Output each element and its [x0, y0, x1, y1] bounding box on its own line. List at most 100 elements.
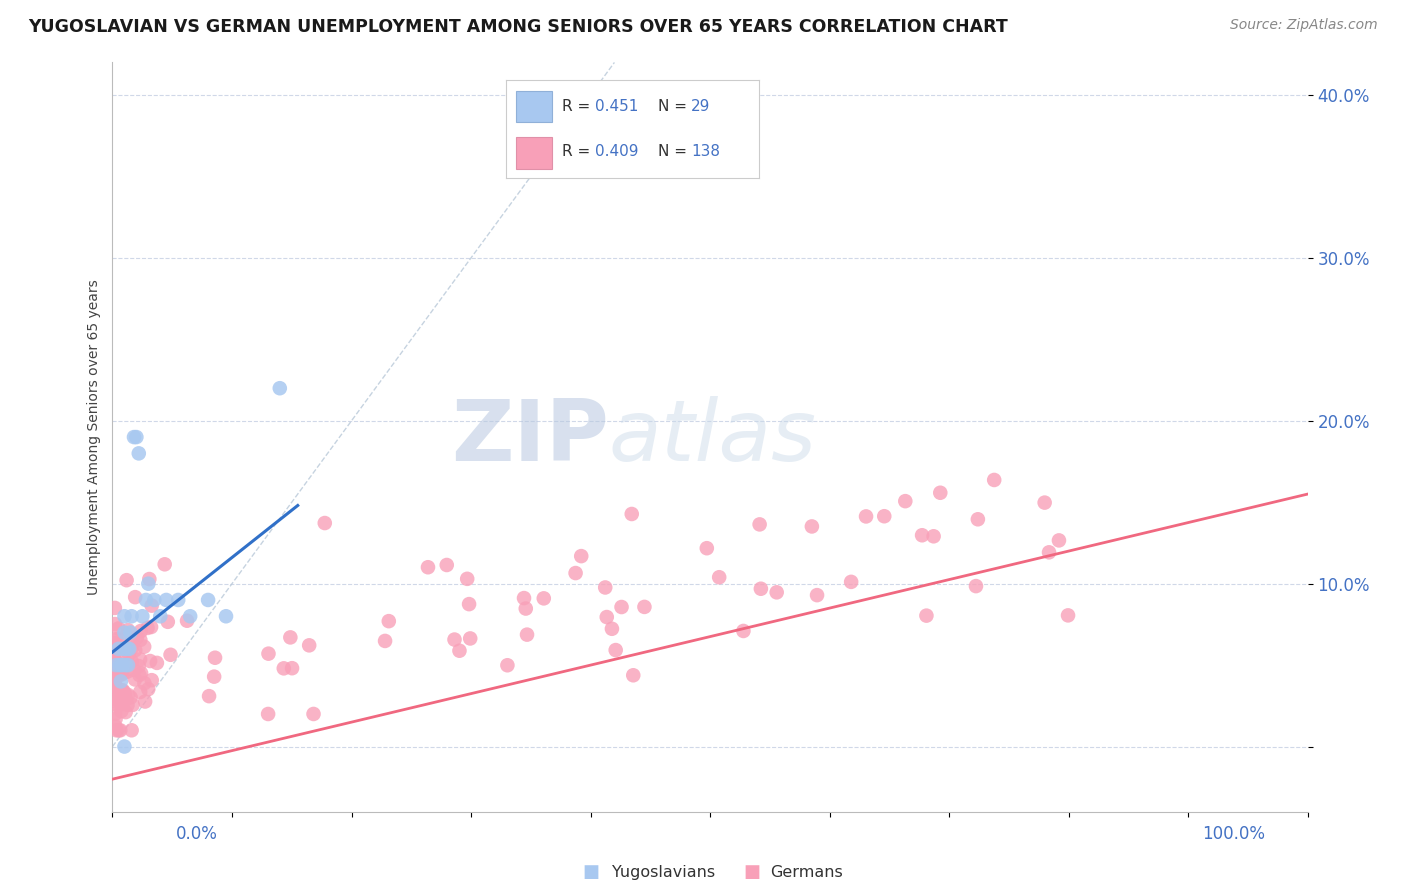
Point	[533, 591, 555, 606]
Point	[117, 665, 139, 679]
Point	[449, 644, 471, 658]
Point	[104, 660, 127, 674]
Text: R =: R =	[562, 99, 595, 114]
Point	[110, 683, 132, 698]
Point	[915, 608, 938, 623]
Point	[120, 625, 142, 640]
Text: atlas: atlas	[609, 395, 817, 479]
Point	[748, 517, 770, 532]
Point	[929, 485, 952, 500]
Point	[125, 631, 148, 645]
Point	[983, 473, 1005, 487]
Text: ■: ■	[744, 863, 761, 881]
Point	[257, 647, 280, 661]
Point	[104, 617, 127, 632]
Point	[124, 590, 146, 604]
Point	[120, 690, 142, 705]
Y-axis label: Unemployment Among Seniors over 65 years: Unemployment Among Seniors over 65 years	[87, 279, 101, 595]
Point	[105, 632, 128, 646]
Point	[749, 582, 772, 596]
Point	[108, 632, 131, 646]
Point	[121, 698, 143, 712]
Point	[138, 572, 160, 586]
Text: Source: ZipAtlas.com: Source: ZipAtlas.com	[1230, 18, 1378, 32]
Text: N =: N =	[658, 145, 692, 160]
Point	[1033, 495, 1056, 509]
Point	[104, 681, 127, 696]
Text: ■: ■	[582, 863, 599, 881]
Point	[153, 558, 176, 572]
Point	[107, 622, 129, 636]
Point	[633, 599, 655, 614]
Point	[800, 519, 823, 533]
Point	[1047, 533, 1070, 548]
Point	[105, 669, 128, 683]
Point	[129, 632, 152, 647]
Point	[124, 673, 146, 687]
Text: 138: 138	[690, 145, 720, 160]
Point	[139, 620, 162, 634]
Point	[134, 694, 156, 708]
Point	[112, 641, 135, 656]
Point	[1057, 608, 1080, 623]
Point	[141, 673, 163, 688]
Point	[111, 667, 134, 681]
Point	[107, 698, 129, 713]
Point	[198, 689, 221, 703]
Point	[128, 659, 150, 673]
Point	[496, 658, 519, 673]
Point	[129, 666, 152, 681]
Point	[125, 430, 148, 444]
Point	[620, 507, 643, 521]
Point	[120, 641, 142, 656]
Point	[117, 623, 139, 637]
Text: 0.451: 0.451	[595, 99, 638, 114]
Point	[104, 656, 127, 670]
Point	[112, 685, 135, 699]
Point	[202, 670, 225, 684]
Point	[458, 597, 481, 611]
Point	[111, 658, 134, 673]
Point	[922, 529, 945, 543]
Point	[104, 657, 127, 671]
Point	[733, 624, 755, 638]
Point	[118, 648, 141, 662]
Point	[1038, 545, 1060, 559]
Point	[104, 669, 127, 683]
Point	[129, 652, 152, 666]
Point	[108, 692, 131, 706]
Point	[104, 693, 127, 707]
Point	[121, 655, 143, 669]
Point	[965, 579, 987, 593]
Point	[104, 636, 127, 650]
Text: Yugoslavians: Yugoslavians	[612, 865, 714, 880]
Point	[129, 624, 152, 638]
Point	[104, 706, 127, 721]
Text: ZIP: ZIP	[451, 395, 609, 479]
Point	[114, 739, 135, 754]
Point	[179, 609, 201, 624]
Point	[605, 643, 627, 657]
Point	[121, 723, 143, 738]
Point	[269, 381, 291, 395]
Point	[104, 712, 127, 726]
Point	[136, 621, 159, 635]
Text: Germans: Germans	[770, 865, 844, 880]
Point	[149, 609, 172, 624]
Point	[374, 634, 396, 648]
Point	[114, 688, 136, 702]
Point	[122, 430, 145, 444]
Point	[104, 719, 127, 733]
Point	[443, 632, 465, 647]
Point	[458, 632, 481, 646]
Point	[596, 610, 619, 624]
Point	[569, 549, 592, 563]
Point	[314, 516, 336, 530]
Point	[115, 641, 138, 656]
Point	[134, 640, 156, 654]
Point	[855, 509, 877, 524]
Point	[416, 560, 439, 574]
Point	[610, 600, 633, 615]
Point	[281, 661, 304, 675]
Point	[155, 593, 177, 607]
